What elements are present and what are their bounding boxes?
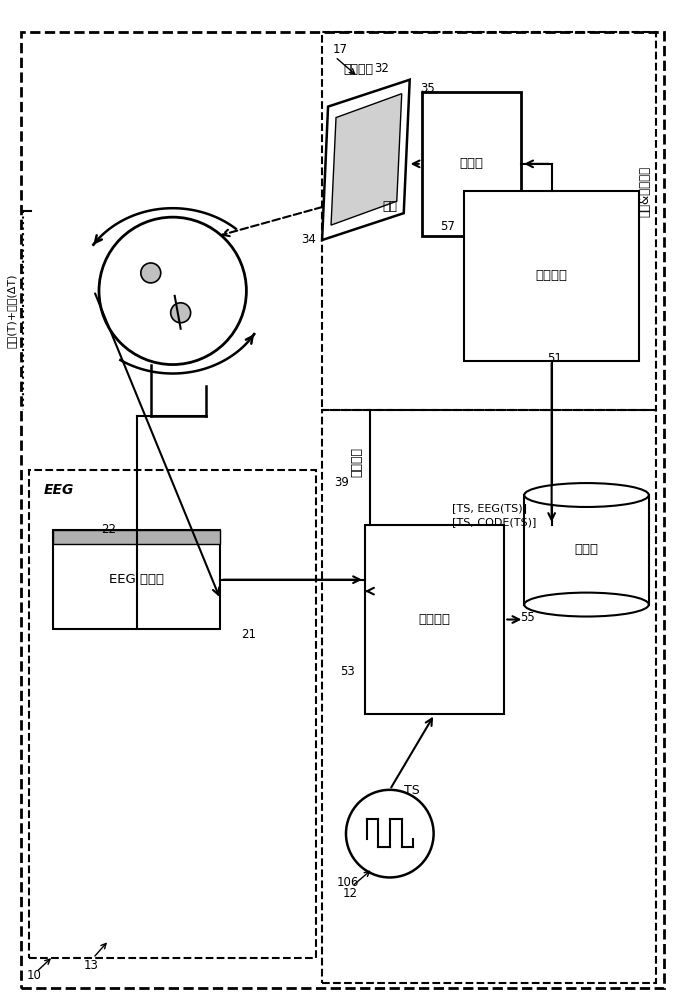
Text: 视频&内容代码: 视频&内容代码	[638, 166, 651, 217]
Text: EEG 放大器: EEG 放大器	[109, 573, 164, 586]
Text: 17: 17	[333, 43, 348, 56]
Polygon shape	[322, 80, 410, 240]
Bar	[53, 530, 220, 544]
Text: 存儲器: 存儲器	[574, 543, 599, 556]
Text: 106: 106	[337, 876, 359, 889]
Text: 采集模块: 采集模块	[419, 613, 451, 626]
Bar	[464, 191, 639, 361]
Text: 35: 35	[420, 82, 435, 95]
Bar	[53, 530, 220, 629]
Text: 内容代码: 内容代码	[351, 447, 364, 477]
Text: 视频: 视频	[383, 200, 398, 213]
Text: 51: 51	[547, 352, 561, 365]
Text: 55: 55	[520, 611, 535, 624]
Text: 13: 13	[84, 959, 98, 972]
Text: 32: 32	[374, 62, 389, 75]
Bar	[322, 32, 655, 410]
Text: 34: 34	[301, 233, 316, 246]
Polygon shape	[331, 94, 402, 225]
Text: 12: 12	[342, 887, 357, 900]
Ellipse shape	[524, 483, 649, 507]
Bar	[365, 525, 504, 714]
Ellipse shape	[524, 593, 649, 617]
Text: 39: 39	[335, 476, 349, 489]
Text: 21: 21	[241, 628, 256, 641]
Text: EEG: EEG	[43, 483, 74, 497]
Text: TS: TS	[404, 784, 419, 797]
Text: 22: 22	[102, 523, 117, 536]
Text: [TS, CODE(TS)]: [TS, CODE(TS)]	[451, 517, 536, 527]
Text: 显示器: 显示器	[460, 157, 484, 170]
Text: 53: 53	[340, 665, 355, 678]
Bar	[322, 410, 655, 983]
Text: 57: 57	[440, 220, 455, 233]
Text: [TS, EEG(TS)]: [TS, EEG(TS)]	[451, 503, 527, 513]
Bar	[421, 92, 521, 236]
Circle shape	[170, 303, 190, 323]
Text: 控制模块: 控制模块	[535, 269, 567, 282]
Text: 微显示器: 微显示器	[343, 63, 373, 76]
Circle shape	[140, 263, 161, 283]
Bar	[29, 470, 316, 958]
Bar	[524, 495, 649, 605]
Text: 延迟(T)+抖动(ΔT): 延迟(T)+抖动(ΔT)	[6, 274, 16, 348]
Text: 10: 10	[27, 969, 42, 982]
